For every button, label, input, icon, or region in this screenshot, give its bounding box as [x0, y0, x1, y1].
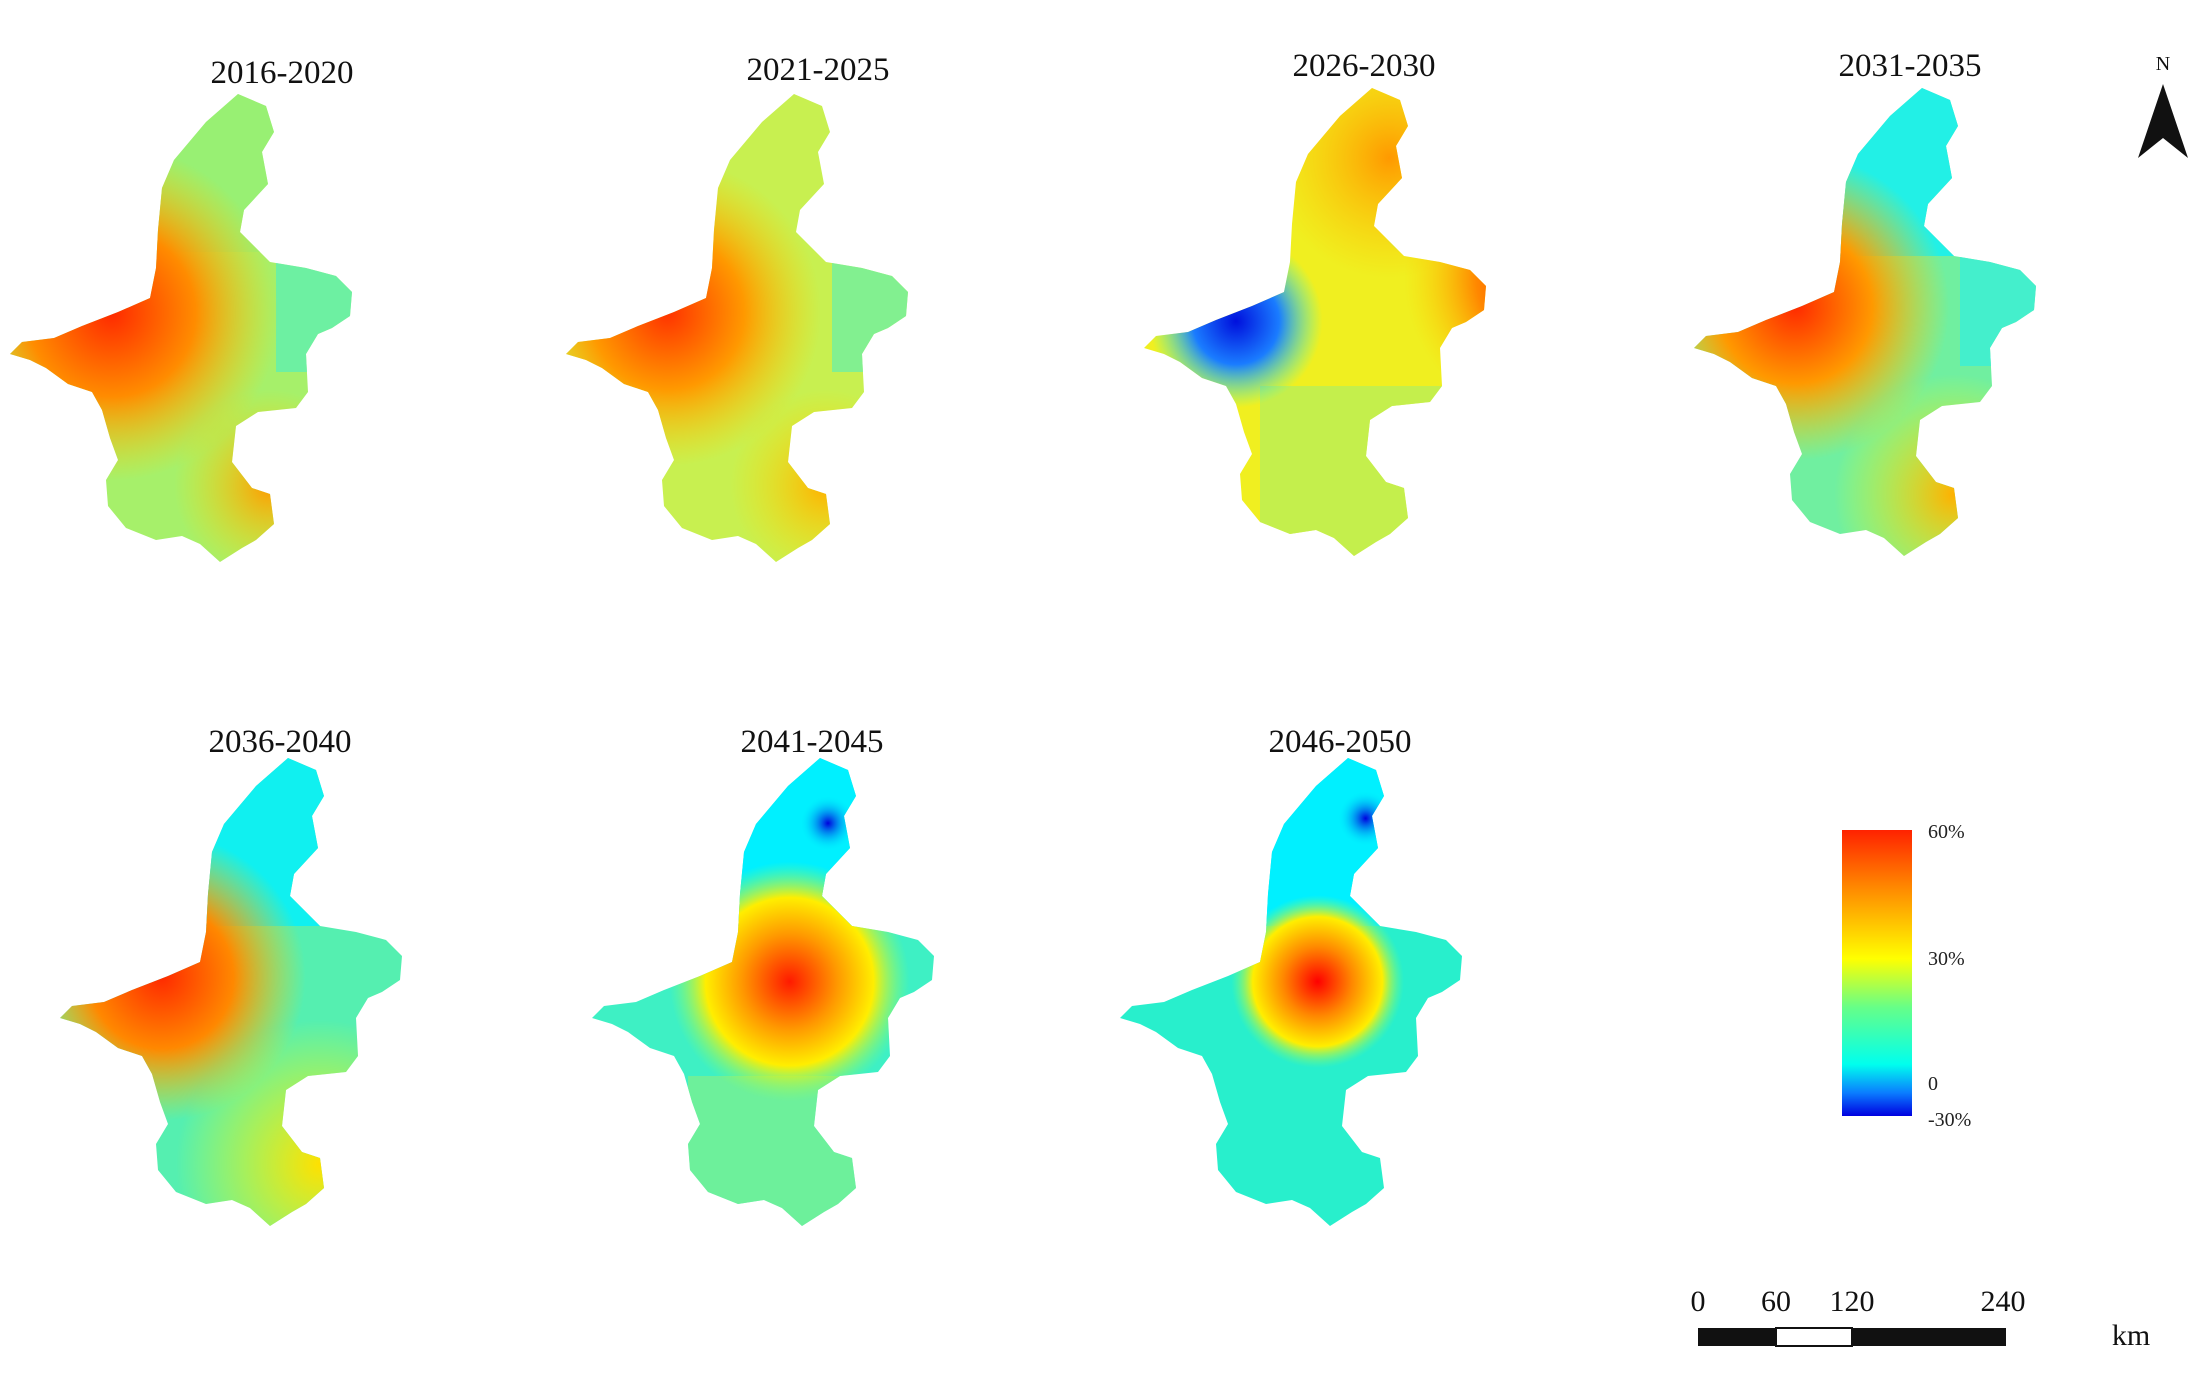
region-map — [592, 758, 934, 1226]
scale-unit: km — [2112, 1319, 2150, 1352]
scale-tick-label: 120 — [1830, 1285, 1875, 1318]
map-panel-2031-2035: 2031-2035 — [1694, 48, 2036, 556]
panel-title: 2016-2020 — [211, 55, 354, 91]
map-panel-2016-2020: 2016-2020 — [10, 55, 354, 562]
region-map — [1694, 88, 2036, 556]
scale-segment — [1698, 1328, 1776, 1346]
scale-tick-label: 0 — [1691, 1285, 1706, 1318]
scale-tick-label: 60 — [1761, 1285, 1791, 1318]
north-label: N — [2156, 53, 2170, 75]
map-panel-2036-2040: 2036-2040 — [60, 724, 402, 1226]
legend-color-bar — [1842, 830, 1912, 1116]
map-panel-2041-2045: 2041-2045 — [592, 724, 934, 1226]
legend-label-max: 60% — [1928, 821, 1965, 843]
region-map — [1144, 88, 1486, 556]
map-panel-2026-2030: 2026-2030 — [1144, 48, 1486, 556]
north-arrow-icon — [2163, 84, 2188, 158]
region-map — [60, 758, 402, 1226]
scale-tick-label: 240 — [1981, 1285, 2026, 1318]
north-arrow-icon — [2138, 84, 2163, 158]
legend-label-zero: 0 — [1928, 1073, 1938, 1095]
panel-title: 2031-2035 — [1839, 48, 1982, 84]
panel-title: 2026-2030 — [1293, 48, 1436, 84]
region-map — [10, 94, 352, 562]
panel-title: 2036-2040 — [209, 724, 352, 760]
color-legend: 60% 30% 0 -30% — [1842, 821, 1971, 1131]
scale-segment — [1775, 1327, 1853, 1347]
scale-segment — [1852, 1328, 2006, 1346]
scale-bar: 0 60 120 240 km — [1691, 1285, 2151, 1352]
panel-title: 2046-2050 — [1269, 724, 1412, 760]
region-map — [1120, 758, 1462, 1226]
panel-title: 2021-2025 — [747, 52, 890, 88]
region-map — [566, 94, 908, 562]
map-panel-2021-2025: 2021-2025 — [566, 52, 908, 562]
north-arrow: N — [2138, 53, 2188, 158]
legend-label-mid: 30% — [1928, 948, 1965, 970]
panel-title: 2041-2045 — [741, 724, 884, 760]
legend-label-min: -30% — [1928, 1109, 1971, 1131]
map-panel-2046-2050: 2046-2050 — [1120, 724, 1462, 1226]
